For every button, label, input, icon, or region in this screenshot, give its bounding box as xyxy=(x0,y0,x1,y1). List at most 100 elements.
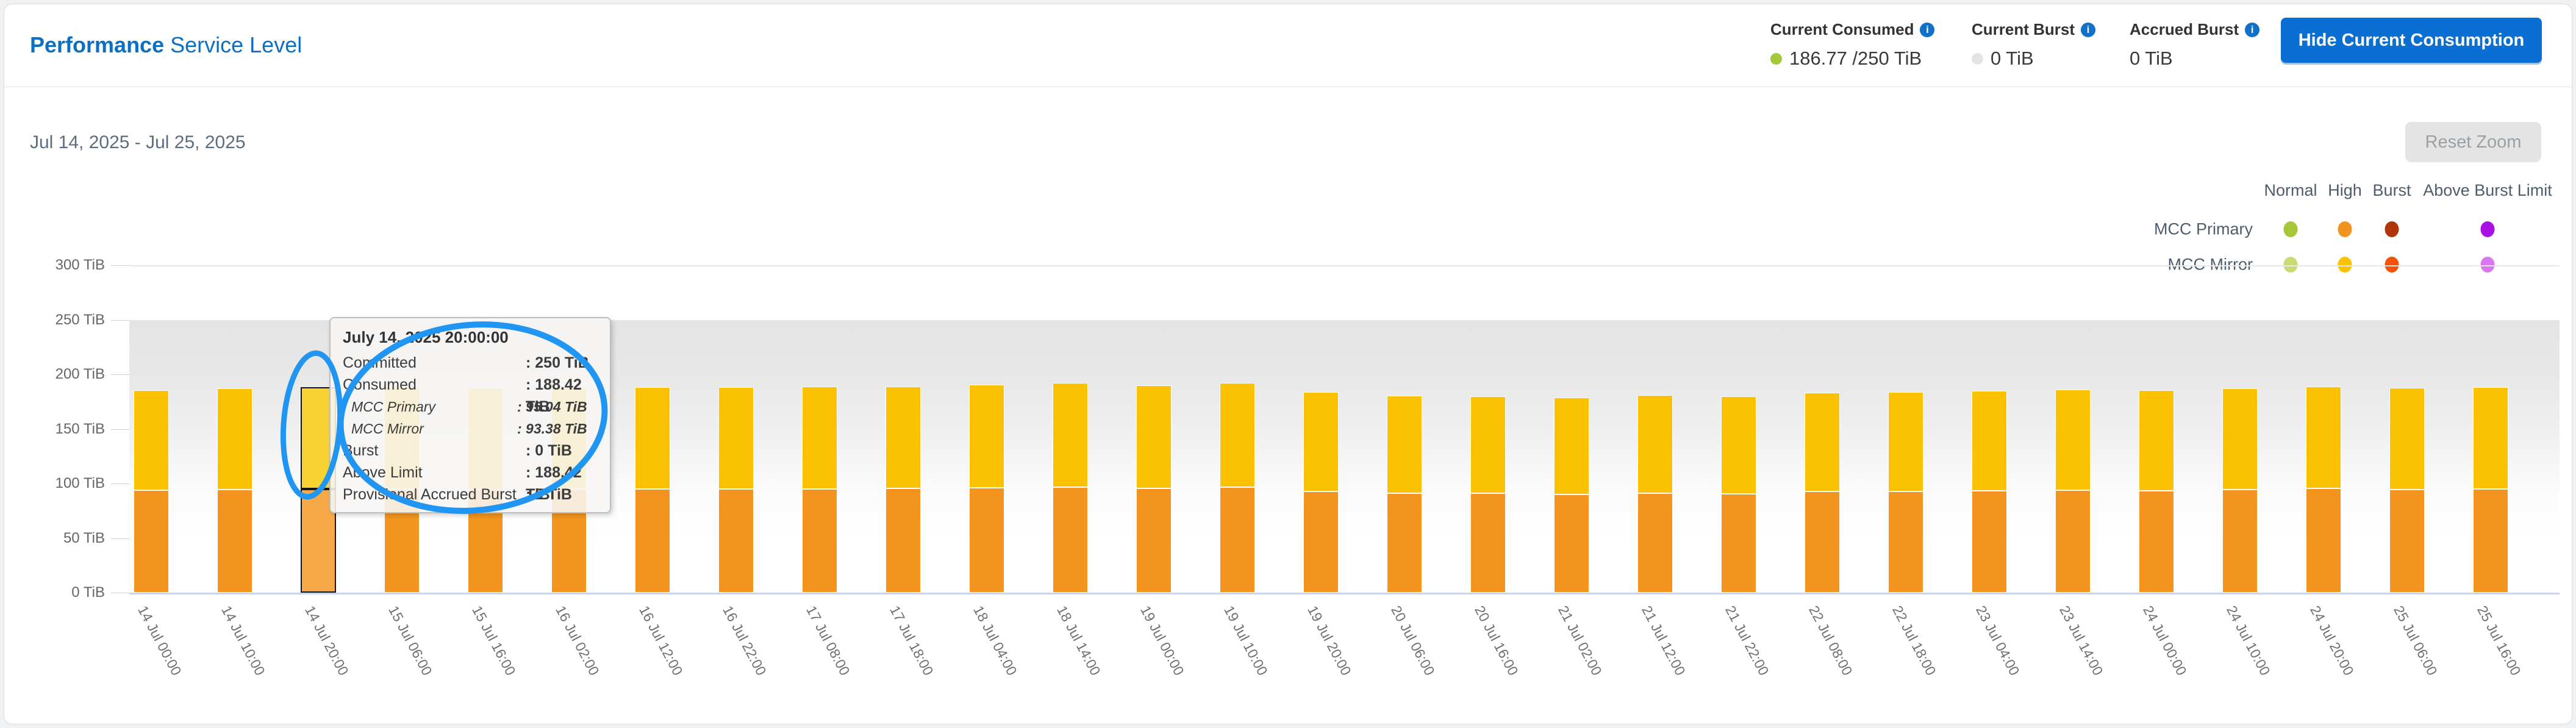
x-axis-label: 20 Jul 06:00 xyxy=(1388,603,1438,678)
bar-segment-mcc-primary[interactable] xyxy=(2306,488,2341,593)
hide-current-consumption-button[interactable]: Hide Current Consumption xyxy=(2281,18,2542,63)
legend-series-mcc-primary[interactable]: MCC Primary xyxy=(2154,219,2253,238)
legend-series-mcc-mirror[interactable]: MCC Mirror xyxy=(2167,255,2253,274)
bar-segment-mcc-primary[interactable] xyxy=(1303,491,1339,593)
bar-segment-mcc-primary[interactable] xyxy=(217,489,252,593)
bar-segment-mcc-mirror[interactable] xyxy=(1470,396,1506,494)
bar-segment-mcc-primary[interactable] xyxy=(1053,487,1088,593)
x-axis-label: 24 Jul 10:00 xyxy=(2224,603,2274,678)
reset-zoom-button[interactable]: Reset Zoom xyxy=(2405,122,2541,162)
bar-segment-mcc-primary[interactable] xyxy=(2055,490,2091,593)
y-axis-tick xyxy=(111,265,129,266)
y-axis-label: 0 TiB xyxy=(71,584,105,601)
bar-segment-mcc-mirror[interactable] xyxy=(2306,386,2341,489)
tooltip-row-value: : 93.38 TiB xyxy=(517,421,587,437)
bar-segment-mcc-primary[interactable] xyxy=(1721,493,1756,593)
bar-segment-mcc-primary[interactable] xyxy=(1136,488,1172,593)
bar-segment-mcc-primary[interactable] xyxy=(969,488,1004,593)
bar-segment-mcc-mirror[interactable] xyxy=(1721,396,1756,494)
legend-column-above-burst-limit: Above Burst Limit xyxy=(2423,181,2552,199)
x-axis-label: 17 Jul 08:00 xyxy=(803,603,853,678)
legend-dot xyxy=(2338,221,2352,237)
bar-segment-mcc-mirror[interactable] xyxy=(1805,392,1840,492)
bar-segment-mcc-primary[interactable] xyxy=(1554,494,1589,593)
bar-segment-mcc-mirror[interactable] xyxy=(217,388,252,490)
bar-segment-mcc-mirror[interactable] xyxy=(1053,383,1088,487)
legend-dot xyxy=(2480,221,2495,237)
legend-dot xyxy=(2480,257,2495,273)
info-icon[interactable]: i xyxy=(2245,22,2260,37)
bar-segment-mcc-mirror[interactable] xyxy=(969,385,1004,488)
legend-column-high: High xyxy=(2328,181,2362,199)
y-axis-tick xyxy=(111,374,129,375)
x-axis-label: 19 Jul 00:00 xyxy=(1137,603,1187,678)
page-title-bold: Performance xyxy=(30,32,165,57)
bar-segment-mcc-mirror[interactable] xyxy=(2055,390,2091,491)
bar-segment-mcc-mirror[interactable] xyxy=(802,386,837,489)
tooltip-row: Above Limit: 188.42 TiB xyxy=(343,462,598,503)
y-axis-label: 250 TiB xyxy=(55,311,105,328)
bar-segment-mcc-primary[interactable] xyxy=(802,488,837,593)
bar-segment-mcc-primary[interactable] xyxy=(1888,491,1923,593)
bar-segment-mcc-mirror[interactable] xyxy=(1972,390,2007,491)
x-axis-label: 22 Jul 08:00 xyxy=(1806,603,1856,678)
legend-column-normal: Normal xyxy=(2264,181,2317,199)
bar-segment-mcc-mirror[interactable] xyxy=(718,387,754,489)
bar-segment-mcc-mirror[interactable] xyxy=(134,390,169,491)
tooltip-row-value: : 250 TiB xyxy=(526,354,589,371)
bar-segment-mcc-primary[interactable] xyxy=(134,490,169,593)
bar-segment-mcc-primary[interactable] xyxy=(1637,493,1673,593)
bar-segment-mcc-primary[interactable] xyxy=(1387,493,1422,593)
bar-segment-mcc-mirror[interactable] xyxy=(2473,387,2508,490)
bar-segment-mcc-mirror[interactable] xyxy=(2139,390,2174,491)
bar-segment-mcc-primary[interactable] xyxy=(1972,490,2007,593)
bar-segment-mcc-primary[interactable] xyxy=(886,488,921,593)
x-axis-label: 23 Jul 14:00 xyxy=(2056,603,2106,678)
bar-segment-mcc-mirror[interactable] xyxy=(635,387,670,490)
tooltip-row-value: : 0 TiB xyxy=(526,486,572,503)
tooltip-rows: Committed: 250 TiB Consumed: 188.42 TiB MC… xyxy=(343,352,598,505)
stat-value: 0 TiB xyxy=(1991,48,2034,69)
x-axis-label: 24 Jul 20:00 xyxy=(2307,603,2357,678)
x-axis-label: 17 Jul 18:00 xyxy=(887,603,937,678)
info-icon[interactable]: i xyxy=(1920,22,1935,37)
info-icon[interactable]: i xyxy=(2081,22,2096,37)
bar-segment-mcc-primary[interactable] xyxy=(2222,490,2258,593)
bar-segment-mcc-mirror[interactable] xyxy=(1554,398,1589,494)
x-axis-label: 21 Jul 22:00 xyxy=(1722,603,1772,678)
bar-segment-mcc-primary[interactable] xyxy=(2473,489,2508,593)
bar-segment-mcc-primary[interactable] xyxy=(718,488,754,593)
bar-segment-mcc-mirror[interactable] xyxy=(886,386,921,489)
stat-current-burst: Current Burst i 0 TiB xyxy=(1972,20,2096,70)
bar-segment-mcc-primary[interactable] xyxy=(2389,489,2425,593)
status-dot xyxy=(1770,52,1782,65)
stat-accrued-burst: Accrued Burst i 0 TiB xyxy=(2130,20,2260,70)
bar-segment-mcc-mirror[interactable] xyxy=(1220,383,1255,487)
bar-segment-mcc-mirror[interactable] xyxy=(2389,388,2425,490)
x-axis-label: 14 Jul 00:00 xyxy=(135,603,185,678)
legend-dot xyxy=(2385,257,2399,273)
legend-dot xyxy=(2385,221,2399,237)
bar-segment-mcc-primary[interactable] xyxy=(1220,487,1255,593)
tooltip-row: Committed : 250 TiB xyxy=(343,352,598,374)
y-axis-tick xyxy=(111,429,129,430)
x-axis-label: 19 Jul 10:00 xyxy=(1221,603,1271,678)
y-axis-tick xyxy=(111,538,129,539)
x-axis-label: 15 Jul 06:00 xyxy=(385,603,435,678)
bar-segment-mcc-mirror[interactable] xyxy=(2222,388,2258,490)
y-axis-label: 100 TiB xyxy=(55,475,105,491)
bar-segment-mcc-mirror[interactable] xyxy=(1303,391,1339,491)
tooltip-row: MCC Primary: 95.04 TiB xyxy=(343,396,598,418)
bar-segment-mcc-mirror[interactable] xyxy=(1888,391,1923,491)
bar-segment-mcc-primary[interactable] xyxy=(635,489,670,593)
bar-segment-mcc-primary[interactable] xyxy=(2139,490,2174,593)
tooltip-title: July 14, 2025 20:00:00 xyxy=(343,328,509,346)
bar-segment-mcc-mirror[interactable] xyxy=(1136,385,1172,488)
bar-segment-mcc-mirror[interactable] xyxy=(1387,395,1422,494)
x-axis-label: 16 Jul 12:00 xyxy=(636,603,686,678)
x-axis-label: 23 Jul 04:00 xyxy=(1973,603,2023,678)
tooltip-row-label: Committed xyxy=(343,354,417,371)
bar-segment-mcc-mirror[interactable] xyxy=(1637,395,1673,493)
bar-segment-mcc-primary[interactable] xyxy=(1470,493,1506,593)
bar-segment-mcc-primary[interactable] xyxy=(1805,491,1840,593)
